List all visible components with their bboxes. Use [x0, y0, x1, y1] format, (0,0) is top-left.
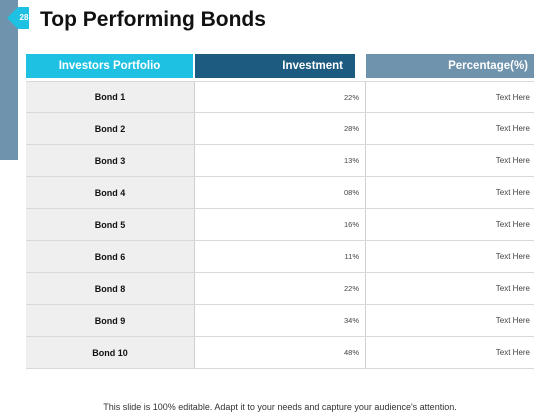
- table-body: Bond 1 22% Text Here Bond 2 28% Text Here Bond…: [26, 81, 534, 369]
- investment-cell: 13%: [195, 145, 366, 176]
- bond-name-cell: Bond 3: [26, 145, 195, 176]
- bond-name-cell: Bond 9: [26, 305, 195, 336]
- table-row: Bond 3 13% Text Here: [26, 145, 534, 177]
- table-row: Bond 6 11% Text Here: [26, 241, 534, 273]
- header-percentage: Percentage(%): [366, 54, 534, 78]
- percentage-cell: Text Here: [495, 124, 530, 133]
- slide-badge-icon: [7, 7, 29, 29]
- bond-name-cell: Bond 1: [26, 82, 195, 112]
- percentage-cell: Text Here: [495, 188, 530, 197]
- investment-cell: 22%: [195, 273, 366, 304]
- investment-cell: 28%: [195, 113, 366, 144]
- table-row: Bond 1 22% Text Here: [26, 81, 534, 113]
- footer-note: This slide is 100% editable. Adapt it to…: [103, 402, 457, 412]
- header-investors-portfolio: Investors Portfolio: [26, 54, 193, 78]
- bond-name-cell: Bond 10: [26, 337, 195, 368]
- table-row: Bond 2 28% Text Here: [26, 113, 534, 145]
- bonds-table: Investors Portfolio Investment Percentag…: [26, 54, 534, 369]
- investment-cell: 08%: [195, 177, 366, 208]
- percentage-cell: Text Here: [495, 348, 530, 357]
- percentage-cell: Text Here: [495, 252, 530, 261]
- bond-name-cell: Bond 6: [26, 241, 195, 272]
- table-header: Investors Portfolio Investment Percentag…: [26, 54, 534, 78]
- table-row: Bond 8 22% Text Here: [26, 273, 534, 305]
- table-row: Bond 9 34% Text Here: [26, 305, 534, 337]
- bond-name-cell: Bond 4: [26, 177, 195, 208]
- header-investment: Investment: [195, 54, 355, 78]
- bond-name-cell: Bond 2: [26, 113, 195, 144]
- table-row: Bond 10 48% Text Here: [26, 337, 534, 369]
- table-row: Bond 4 08% Text Here: [26, 177, 534, 209]
- side-accent-bar: [0, 0, 18, 160]
- percentage-cell: Text Here: [495, 316, 530, 325]
- page-title: Top Performing Bonds: [40, 8, 266, 31]
- slide-number-badge: 28: [5, 5, 31, 31]
- slide-number: 28: [19, 13, 29, 22]
- investment-cell: 34%: [195, 305, 366, 336]
- investment-cell: 11%: [195, 241, 366, 272]
- percentage-cell: Text Here: [495, 220, 530, 229]
- bond-name-cell: Bond 8: [26, 273, 195, 304]
- percentage-cell: Text Here: [495, 92, 530, 102]
- investment-cell: 16%: [195, 209, 366, 240]
- investment-cell: 22%: [195, 82, 366, 112]
- table-row: Bond 5 16% Text Here: [26, 209, 534, 241]
- bond-name-cell: Bond 5: [26, 209, 195, 240]
- investment-cell: 48%: [195, 337, 366, 368]
- percentage-cell: Text Here: [495, 156, 530, 165]
- percentage-cell: Text Here: [495, 284, 530, 293]
